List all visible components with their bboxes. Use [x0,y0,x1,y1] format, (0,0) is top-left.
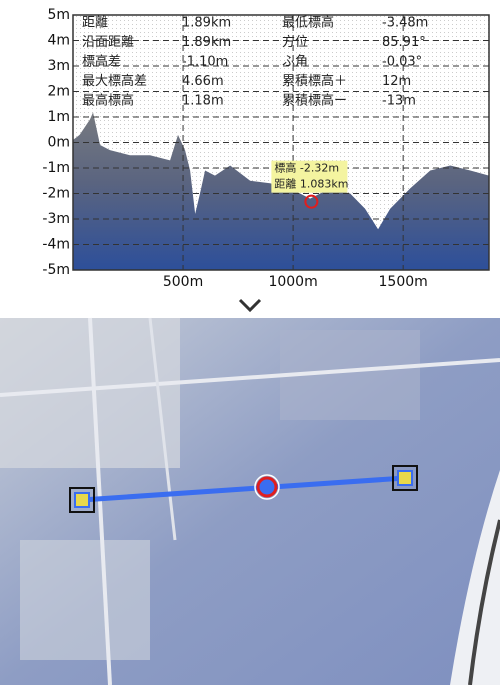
stat-value: -3.48m [382,16,428,31]
stat-label: 最低標高 [282,15,334,31]
stat-value: 1.89km [182,16,231,31]
stat-value: -1.10m [182,55,228,70]
stat-value: -0.03° [382,55,422,70]
end-point[interactable] [392,465,418,491]
stat-value: 4.66m [182,74,224,89]
stat-value: 12m [382,74,411,89]
y-tick-label: 1m [47,109,70,125]
river [468,519,500,686]
end-point-inner [397,470,413,486]
chevron[interactable] [238,298,262,313]
start-point-inner [74,492,90,508]
stat-label: 最高標高 [82,93,134,109]
river-bank [450,470,500,685]
map[interactable] [0,317,500,686]
stat-label: 最大標高差 [82,73,147,89]
x-tick-label: 500m [163,274,203,290]
road [88,317,112,686]
stat-label: 標高差 [82,54,121,70]
stat-value: 85.91° [382,35,426,50]
y-tick-label: 4m [47,33,70,49]
cursor-label-box [271,160,348,193]
stat-label: 累積標高＋ [282,73,347,89]
stat-value: -13m [382,94,416,109]
position-marker-ring [254,474,280,500]
y-tick-label: 3m [47,58,70,74]
map-area [20,540,150,660]
stat-label: ふ角 [282,55,308,70]
stat-label: 距離 [82,16,108,31]
y-tick-label: -1m [42,160,70,176]
road [148,317,177,541]
route-line [81,475,406,503]
cursor-distance: 距離 1.083km [274,177,348,191]
y-tick-label: 0m [47,135,70,151]
y-tick-label: 2m [47,84,70,100]
position-marker [256,476,278,498]
stat-label: 方位 [282,34,308,50]
stat-value: 1.18m [182,94,224,109]
profile-chart: 5m 4m 3m 2m 1m 0m -1m -2m -3m -4m -5m 500m 1000m 1500… [42,7,490,290]
stat-value: 1.89km [182,35,231,50]
cursor-marker [304,194,319,209]
stat-label: 沿面距離 [82,35,134,50]
plot-frame [72,14,490,271]
y-tick-label: -2m [42,186,70,202]
x-tick-label: 1000m [268,274,317,290]
stat-label: 累積標高ー [282,93,347,109]
cursor-elevation: 標高 -2.32m [274,161,339,175]
y-tick-label: -3m [42,211,70,227]
y-tick-label: -5m [42,262,70,278]
y-tick-label: -4m [42,237,70,253]
y-tick-label: 5m [47,7,70,23]
start-point[interactable] [69,487,95,513]
road [0,358,500,397]
x-tick-label: 1500m [379,274,428,290]
